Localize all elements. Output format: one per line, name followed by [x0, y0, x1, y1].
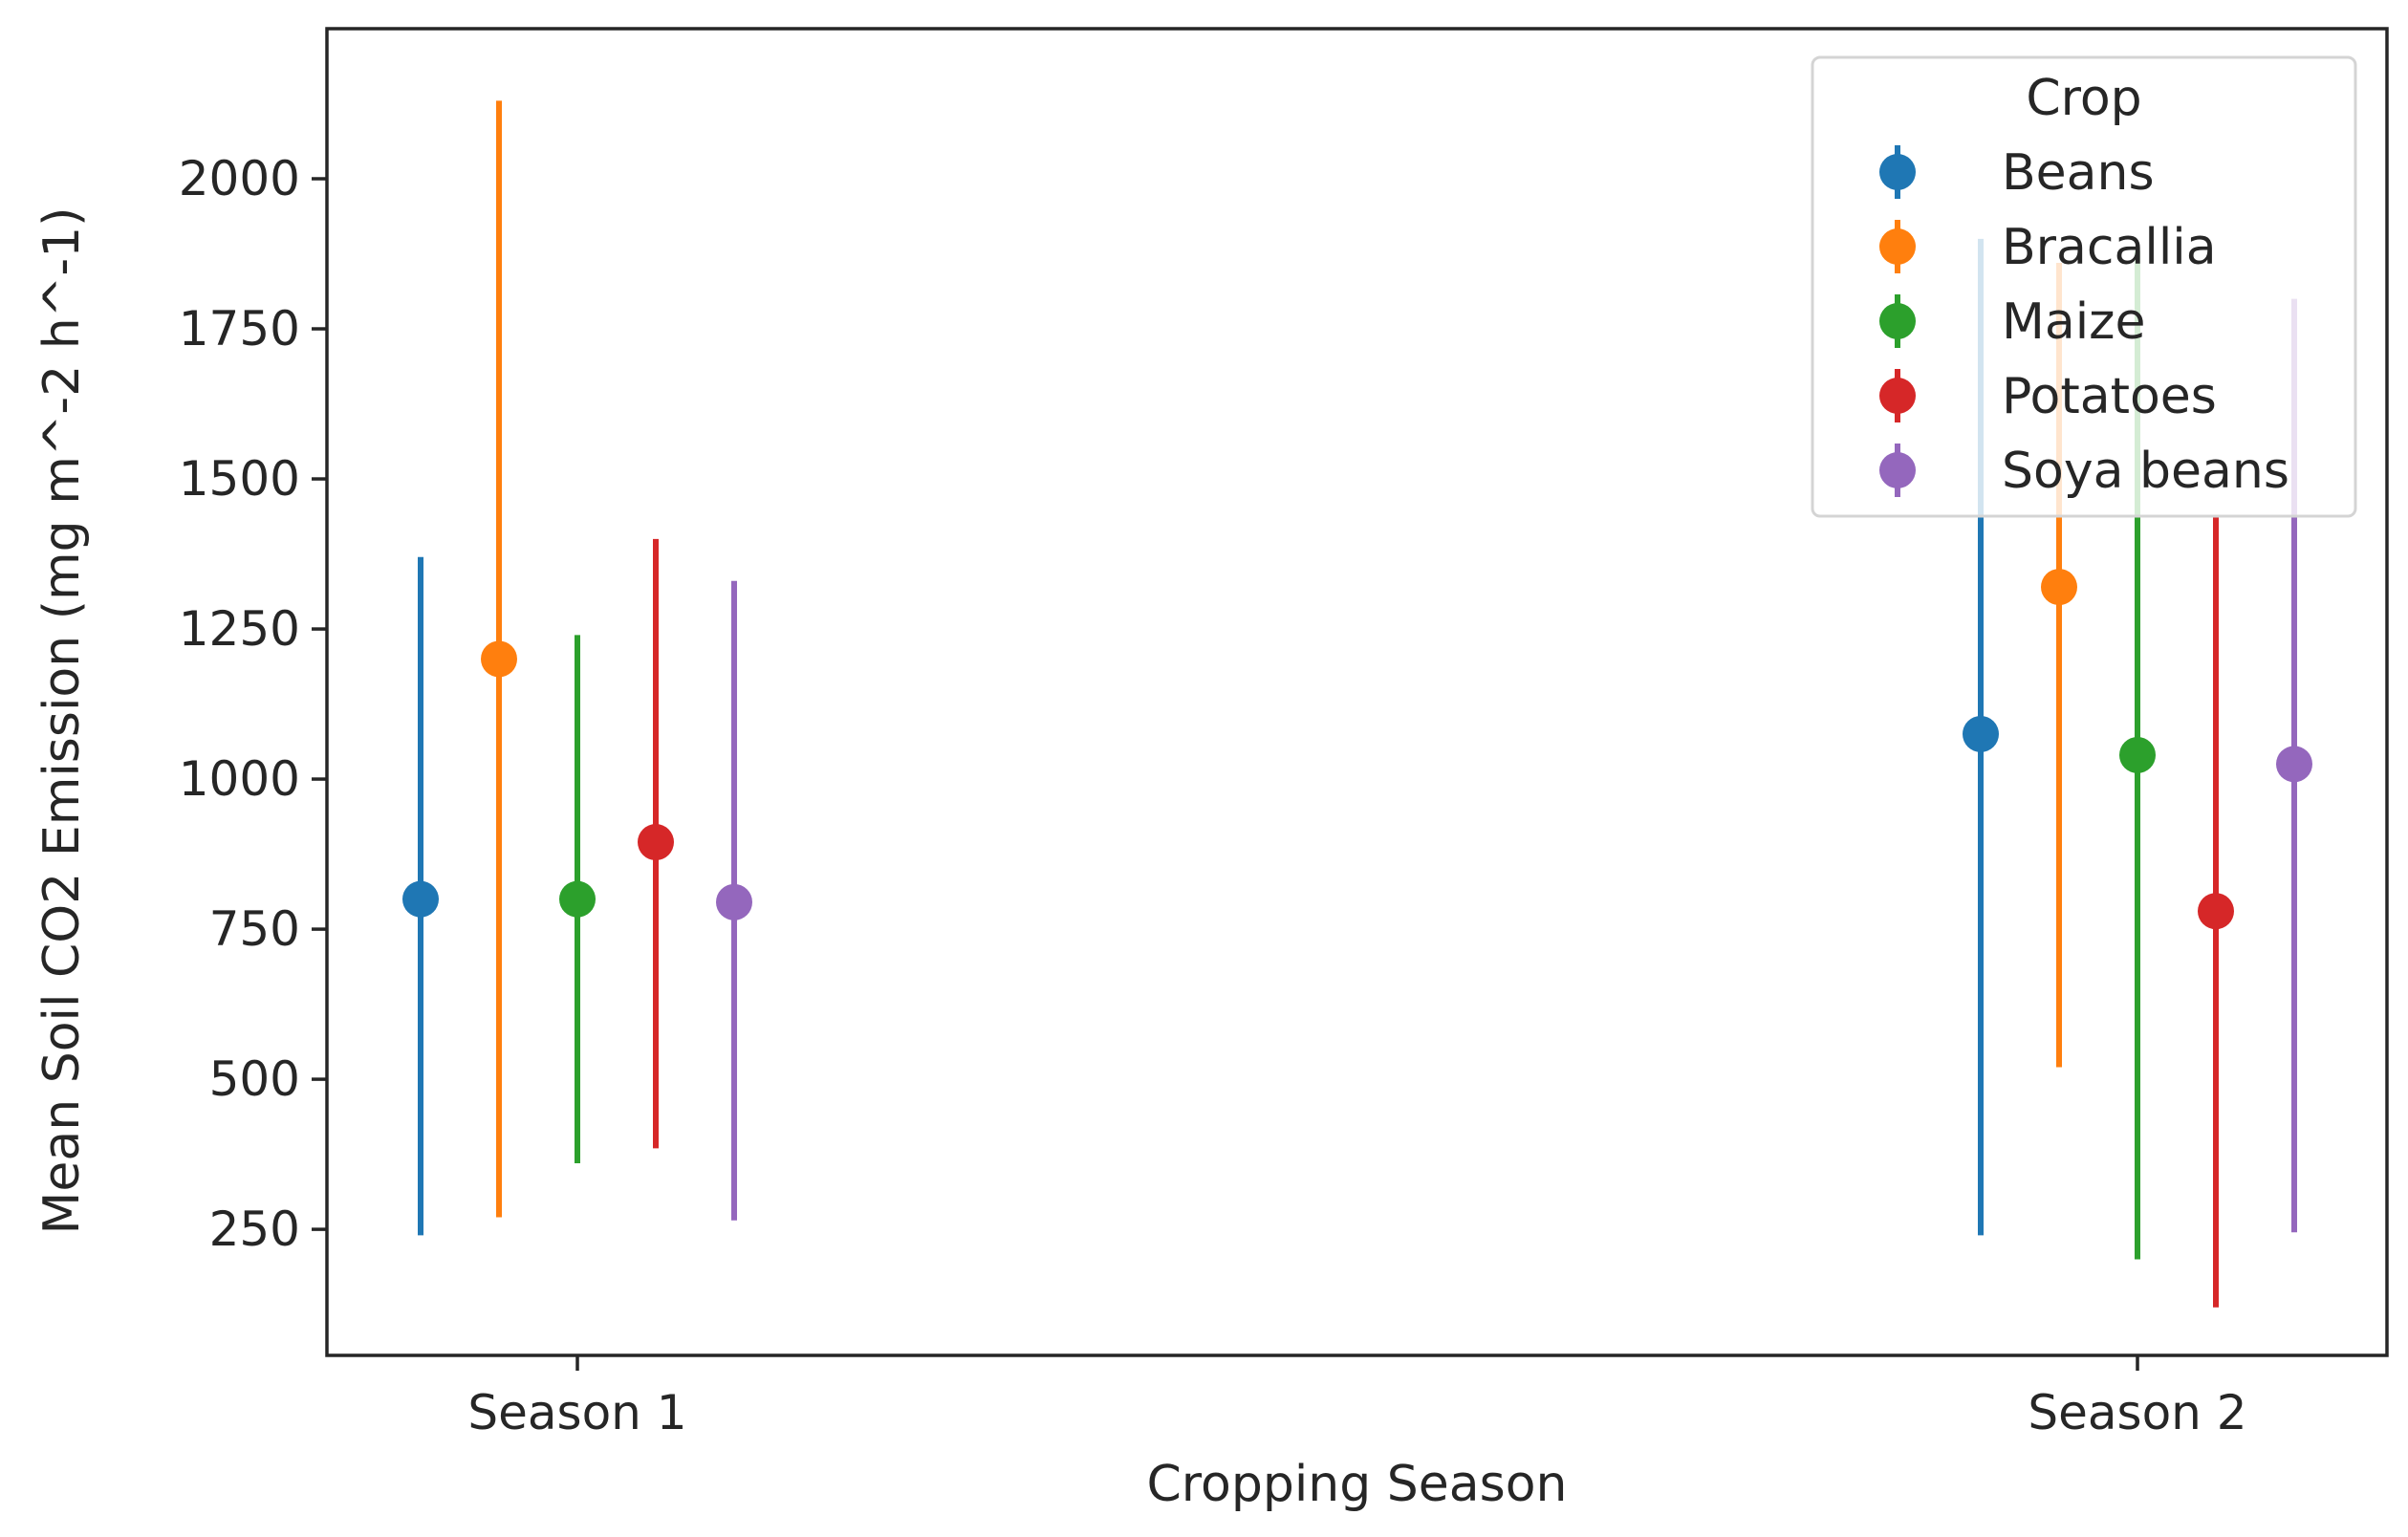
legend-label-beans: Beans [2002, 144, 2155, 202]
legend-label-soya-beans: Soya beans [2002, 443, 2289, 500]
legend-label-potatoes: Potatoes [2002, 368, 2217, 425]
y-tick-label: 2000 [179, 151, 300, 206]
point-soya-beans-2 [2276, 746, 2312, 783]
y-tick-label: 1750 [179, 301, 300, 357]
legend-marker-soya-beans [1879, 452, 1916, 488]
point-beans-1 [402, 880, 439, 918]
point-potatoes-1 [638, 824, 674, 861]
legend-marker-beans [1879, 154, 1916, 190]
y-tick-label: 1250 [179, 601, 300, 657]
point-potatoes-2 [2198, 893, 2234, 930]
point-maize-1 [559, 880, 596, 918]
y-tick-label: 1500 [179, 451, 300, 507]
point-bracallia-1 [481, 640, 517, 678]
x-tick-label: Season 1 [467, 1385, 686, 1440]
point-beans-2 [1963, 715, 1999, 752]
legend: Crop Beans Bracallia Maize Potatoes Soya bean… [1811, 55, 2357, 518]
y-tick-label: 500 [209, 1051, 300, 1107]
y-tick-label: 250 [209, 1201, 300, 1257]
point-maize-2 [2119, 736, 2156, 773]
legend-box [1811, 55, 2357, 518]
legend-marker-potatoes [1879, 378, 1916, 414]
y-axis-label: Mean Soil CO2 Emission (mg m^-2 h^-1) [33, 207, 91, 1235]
x-tick-label: Season 2 [2028, 1385, 2246, 1440]
y-tick-label: 750 [209, 901, 300, 957]
point-bracallia-2 [2041, 569, 2077, 606]
chart-axes: 250 500 750 1000 1250 1500 1750 2000 Season 1 Sea… [33, 27, 2389, 1513]
legend-title: Crop [2026, 70, 2141, 127]
x-axis-label: Cropping Season [1146, 1456, 1567, 1513]
chart-marks [402, 100, 2312, 1308]
legend-label-bracallia: Bracallia [2002, 219, 2217, 276]
legend-marker-maize [1879, 303, 1916, 339]
legend-label-maize: Maize [2002, 293, 2145, 351]
y-tick-label: 1000 [179, 751, 300, 807]
legend-marker-bracallia [1879, 228, 1916, 265]
point-soya-beans-1 [716, 883, 752, 920]
plot-frame [325, 27, 2389, 1357]
